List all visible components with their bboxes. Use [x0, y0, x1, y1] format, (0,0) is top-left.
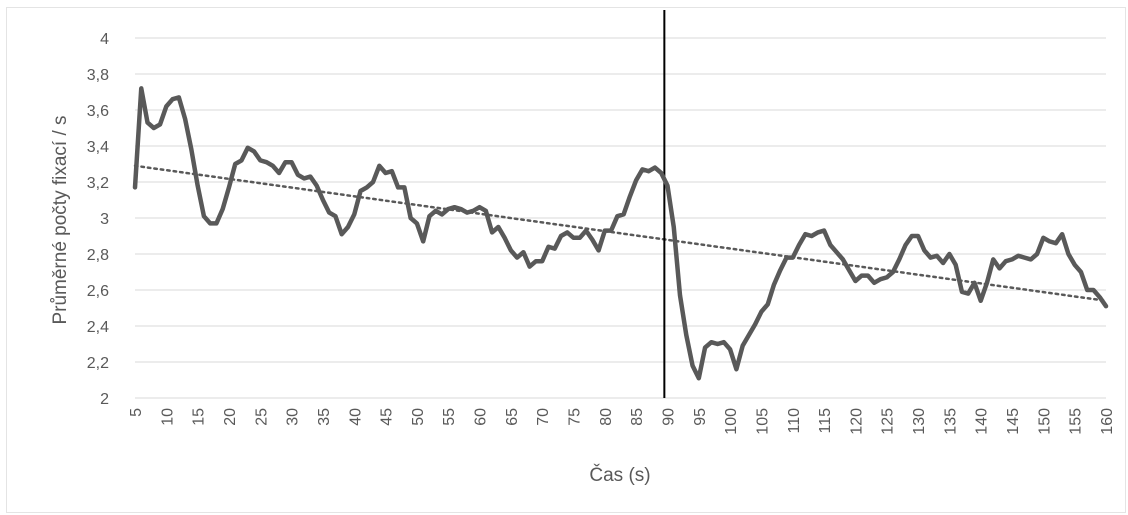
- y-tick-label: 2: [100, 391, 109, 408]
- y-tick-label: 3: [100, 211, 109, 228]
- x-tick-label: 5: [128, 408, 145, 417]
- gridlines: [135, 37, 1106, 399]
- y-tick-label: 4: [100, 31, 109, 48]
- x-tick-label: 45: [379, 408, 396, 426]
- x-tick-label: 60: [473, 408, 490, 426]
- chart-border: [6, 7, 1126, 513]
- trendline: [133, 164, 1108, 303]
- x-tick-label: 90: [660, 408, 677, 426]
- x-tick-label: 125: [880, 408, 897, 435]
- x-tick-label: 25: [253, 408, 270, 426]
- x-tick-label: 80: [598, 408, 615, 426]
- x-tick-label: 120: [848, 408, 865, 435]
- x-tick-label: 40: [347, 408, 364, 426]
- x-tick-label: 150: [1036, 408, 1053, 435]
- x-tick-label: 10: [159, 408, 176, 426]
- x-tick-label: 105: [754, 408, 771, 435]
- x-axis-title: Čas (s): [589, 464, 650, 486]
- x-tick-label: 85: [629, 408, 646, 426]
- x-tick-label: 110: [786, 408, 803, 434]
- x-tick-label: 65: [504, 408, 521, 426]
- y-tick-label: 2,6: [87, 283, 109, 300]
- y-tick-label: 3,2: [87, 175, 109, 192]
- y-tick-label: 2,2: [87, 355, 109, 372]
- y-axis-title: Průměrné počty fixací / s: [50, 115, 71, 324]
- y-tick-label: 3,4: [87, 139, 109, 156]
- x-tick-label: 115: [817, 408, 834, 434]
- y-tick-label: 3,8: [87, 67, 109, 84]
- y-axis-ticks: 2 2,2 2,4 2,6 2,8 3 3,2 3,4 3,6 3,8 4: [87, 31, 109, 408]
- x-axis-ticks: 5 10 15 20 25 30 35 40 45 50 55 60 65 70 75 80 85 90 95 100…: [128, 408, 1116, 435]
- x-tick-label: 100: [723, 408, 740, 435]
- x-tick-label: 135: [942, 408, 959, 435]
- x-tick-label: 55: [441, 408, 458, 426]
- x-tick-label: 145: [1005, 408, 1022, 435]
- x-tick-label: 35: [316, 408, 333, 426]
- x-tick-label: 30: [285, 408, 302, 426]
- x-tick-label: 20: [222, 408, 239, 426]
- series-line: [132, 86, 1109, 381]
- y-tick-label: 3,6: [87, 103, 109, 120]
- series-layer: [132, 86, 1109, 381]
- trendline-layer: [133, 164, 1108, 303]
- x-tick-label: 15: [191, 408, 208, 426]
- x-tick-label: 130: [911, 408, 928, 435]
- x-tick-label: 155: [1068, 408, 1085, 435]
- x-tick-label: 50: [410, 408, 427, 426]
- y-tick-label: 2,8: [87, 247, 109, 264]
- x-tick-label: 70: [535, 408, 552, 426]
- x-tick-label: 95: [692, 408, 709, 426]
- x-tick-label: 75: [567, 408, 584, 426]
- x-tick-label: 140: [974, 408, 991, 435]
- y-tick-label: 2,4: [87, 319, 109, 336]
- x-tick-label: 160: [1099, 408, 1116, 435]
